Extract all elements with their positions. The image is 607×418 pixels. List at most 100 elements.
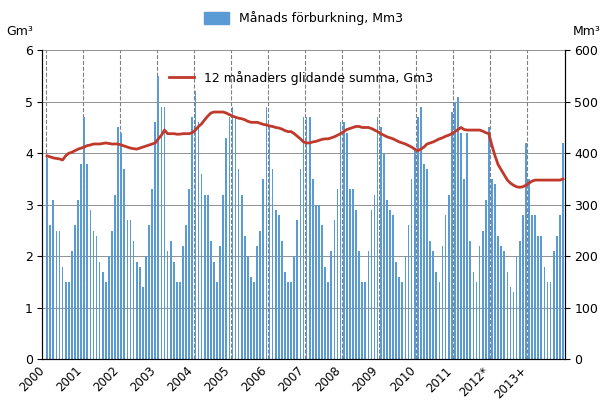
Bar: [559, 215, 561, 359]
Bar: [77, 200, 79, 359]
Bar: [71, 251, 73, 359]
Bar: [120, 133, 122, 359]
Bar: [460, 133, 462, 359]
Bar: [389, 210, 391, 359]
Bar: [74, 225, 76, 359]
Bar: [414, 148, 416, 359]
Bar: [266, 107, 267, 359]
Bar: [287, 282, 289, 359]
Bar: [201, 174, 202, 359]
Bar: [500, 246, 502, 359]
Bar: [472, 272, 474, 359]
Bar: [164, 107, 165, 359]
Bar: [445, 215, 446, 359]
Bar: [117, 127, 119, 359]
Bar: [386, 200, 388, 359]
Bar: [300, 169, 301, 359]
Bar: [145, 256, 147, 359]
Bar: [482, 231, 484, 359]
Bar: [550, 282, 552, 359]
Bar: [358, 251, 360, 359]
Bar: [46, 158, 48, 359]
Bar: [420, 107, 422, 359]
Bar: [148, 225, 150, 359]
Bar: [479, 246, 480, 359]
Bar: [309, 117, 311, 359]
Bar: [540, 236, 542, 359]
Bar: [544, 267, 545, 359]
Bar: [423, 163, 425, 359]
Bar: [228, 117, 230, 359]
Bar: [157, 76, 159, 359]
Bar: [275, 210, 277, 359]
Bar: [327, 282, 329, 359]
Bar: [337, 189, 338, 359]
Bar: [59, 231, 60, 359]
Bar: [556, 236, 558, 359]
Bar: [170, 241, 172, 359]
Bar: [491, 179, 493, 359]
Bar: [185, 225, 187, 359]
Bar: [114, 194, 116, 359]
Bar: [513, 293, 514, 359]
Bar: [182, 246, 184, 359]
Bar: [99, 262, 101, 359]
Bar: [207, 194, 209, 359]
Bar: [127, 220, 128, 359]
Bar: [278, 215, 280, 359]
Bar: [253, 282, 255, 359]
Bar: [272, 169, 274, 359]
Bar: [161, 107, 162, 359]
Bar: [522, 215, 524, 359]
Bar: [466, 133, 468, 359]
Bar: [463, 179, 465, 359]
Bar: [130, 220, 131, 359]
Bar: [426, 169, 428, 359]
Bar: [49, 225, 51, 359]
Bar: [142, 287, 144, 359]
Bar: [232, 107, 233, 359]
Bar: [216, 282, 218, 359]
Bar: [83, 117, 85, 359]
Bar: [454, 102, 456, 359]
Bar: [167, 251, 168, 359]
Bar: [173, 262, 175, 359]
Bar: [222, 194, 224, 359]
Bar: [244, 236, 246, 359]
Bar: [256, 246, 258, 359]
Bar: [367, 251, 369, 359]
Bar: [62, 267, 63, 359]
Bar: [395, 262, 397, 359]
Bar: [306, 117, 307, 359]
Bar: [65, 282, 67, 359]
Bar: [56, 231, 57, 359]
Bar: [553, 251, 555, 359]
Bar: [485, 200, 487, 359]
Bar: [210, 241, 212, 359]
Bar: [442, 246, 443, 359]
Bar: [225, 138, 227, 359]
Bar: [108, 256, 110, 359]
Bar: [269, 127, 270, 359]
Bar: [439, 282, 440, 359]
Bar: [151, 189, 153, 359]
Legend: 12 månaders glidande summa, Gm3: 12 månaders glidande summa, Gm3: [163, 66, 438, 89]
Bar: [352, 189, 354, 359]
Text: Mm³: Mm³: [573, 25, 601, 38]
Bar: [133, 241, 135, 359]
Bar: [494, 184, 496, 359]
Bar: [401, 282, 403, 359]
Bar: [380, 127, 382, 359]
Bar: [238, 169, 240, 359]
Bar: [52, 200, 54, 359]
Bar: [349, 189, 351, 359]
Bar: [469, 241, 471, 359]
Bar: [506, 272, 508, 359]
Bar: [259, 231, 261, 359]
Bar: [525, 143, 527, 359]
Bar: [383, 153, 385, 359]
Bar: [176, 282, 178, 359]
Bar: [111, 231, 113, 359]
Bar: [457, 97, 459, 359]
Bar: [429, 241, 431, 359]
